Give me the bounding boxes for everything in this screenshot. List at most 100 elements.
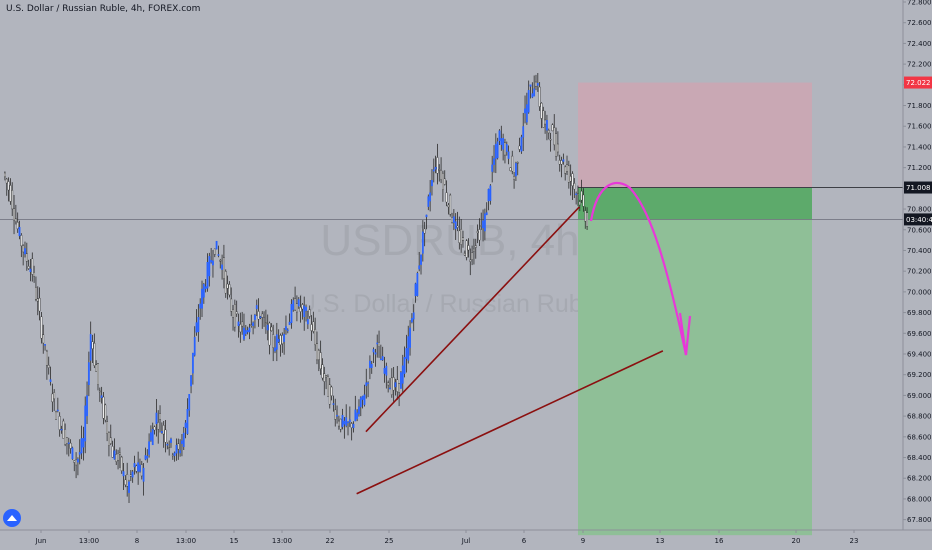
candle-up <box>498 130 501 141</box>
time-tick-label: 13:00 <box>272 537 292 545</box>
candle-up <box>305 306 307 311</box>
candle-up <box>212 260 214 266</box>
candle-down <box>560 160 563 165</box>
price-tick-label: 69.800 <box>907 309 932 317</box>
candle-up <box>500 138 503 145</box>
projection-arrow[interactable] <box>589 181 688 356</box>
candle-up <box>166 443 169 446</box>
candle-down <box>164 429 167 443</box>
candle-down <box>540 102 543 119</box>
time-tick-label: 20 <box>792 537 801 545</box>
candle-down <box>535 81 537 87</box>
candle-up <box>496 141 499 159</box>
candle-up <box>139 464 141 472</box>
candle-down <box>40 316 43 339</box>
candle-up <box>403 357 406 374</box>
candle-down <box>157 422 160 430</box>
price-tick-label: 68.200 <box>907 475 932 483</box>
candle-down <box>117 452 119 461</box>
candle-down <box>250 324 253 326</box>
candle-down <box>223 257 225 279</box>
candle-down <box>36 298 39 302</box>
price-tag-countdown <box>904 213 932 226</box>
candle-down <box>580 190 583 201</box>
candle-down <box>73 460 76 463</box>
candle-down <box>316 343 318 361</box>
candle-up <box>358 406 360 415</box>
time-tick-label: 9 <box>581 537 585 545</box>
candle-up <box>536 83 539 86</box>
candle-up <box>489 185 492 201</box>
stop-loss-zone[interactable] <box>578 82 812 188</box>
candle-down <box>106 421 109 434</box>
candle-up <box>374 352 377 355</box>
candle-down <box>301 304 304 310</box>
trendline-group[interactable] <box>356 206 664 495</box>
take-profit-zone[interactable] <box>578 219 812 536</box>
candle-down <box>20 235 23 247</box>
candle-down <box>567 165 570 183</box>
candle-up <box>29 268 32 273</box>
entry-zone[interactable] <box>578 187 812 220</box>
candle-down <box>544 119 547 125</box>
candle-up <box>133 463 136 468</box>
candle-up <box>575 193 578 196</box>
candle-up <box>288 321 291 326</box>
candle-down <box>235 311 238 315</box>
candle-down <box>337 420 340 427</box>
candle-down <box>542 110 545 128</box>
candle-down <box>511 155 514 172</box>
candle-up <box>348 419 351 423</box>
price-tick-label: 71.800 <box>907 102 932 110</box>
candle-down <box>445 192 448 203</box>
candle-up <box>381 356 384 361</box>
candle-up <box>361 395 364 400</box>
candle-up <box>71 447 74 460</box>
candle-up <box>78 452 81 455</box>
price-tick-label: 69.600 <box>907 330 932 338</box>
price-tick-label: 70.800 <box>907 206 932 214</box>
candle-up <box>186 409 189 435</box>
candle-down <box>460 228 463 245</box>
tradingview-logo-icon[interactable] <box>3 509 21 527</box>
candle-down <box>98 390 101 393</box>
candle-down <box>33 272 36 277</box>
price-tick-label: 72.200 <box>907 61 932 69</box>
candle-up <box>409 327 411 348</box>
candle-down <box>294 298 296 311</box>
candle-up <box>531 93 534 98</box>
price-tag-labels: 72.022 71.008 03:40:46 <box>904 76 932 226</box>
candle-up <box>259 316 262 318</box>
candle-down <box>281 335 284 345</box>
trendline-2[interactable] <box>365 206 580 433</box>
candle-up <box>359 397 362 408</box>
candle-down <box>327 376 329 397</box>
candle-up <box>255 305 258 310</box>
candle-down <box>95 364 98 372</box>
candle-down <box>586 212 588 227</box>
candle-up <box>354 409 357 422</box>
candle-up <box>113 450 116 460</box>
candle-down <box>314 329 317 346</box>
candle-up <box>336 415 338 417</box>
candle-up <box>389 387 391 390</box>
candle-down <box>16 222 19 230</box>
price-tick-label: 67.800 <box>907 516 932 524</box>
candle-down <box>478 229 481 241</box>
candle-down <box>66 437 68 444</box>
candle-down <box>392 377 395 391</box>
candle-down <box>463 252 466 256</box>
candle-down <box>257 311 260 320</box>
trendline-1[interactable] <box>356 350 664 495</box>
candle-up <box>137 462 140 472</box>
price-tick-label: 70.400 <box>907 247 932 255</box>
candle-down <box>473 248 475 252</box>
candle-up <box>412 312 415 320</box>
candle-down <box>104 404 107 421</box>
candle-down <box>35 287 37 300</box>
candle-down <box>241 321 244 327</box>
price-tick-label: 68.400 <box>907 454 932 462</box>
candle-up <box>80 438 83 454</box>
candle-up <box>420 254 422 265</box>
